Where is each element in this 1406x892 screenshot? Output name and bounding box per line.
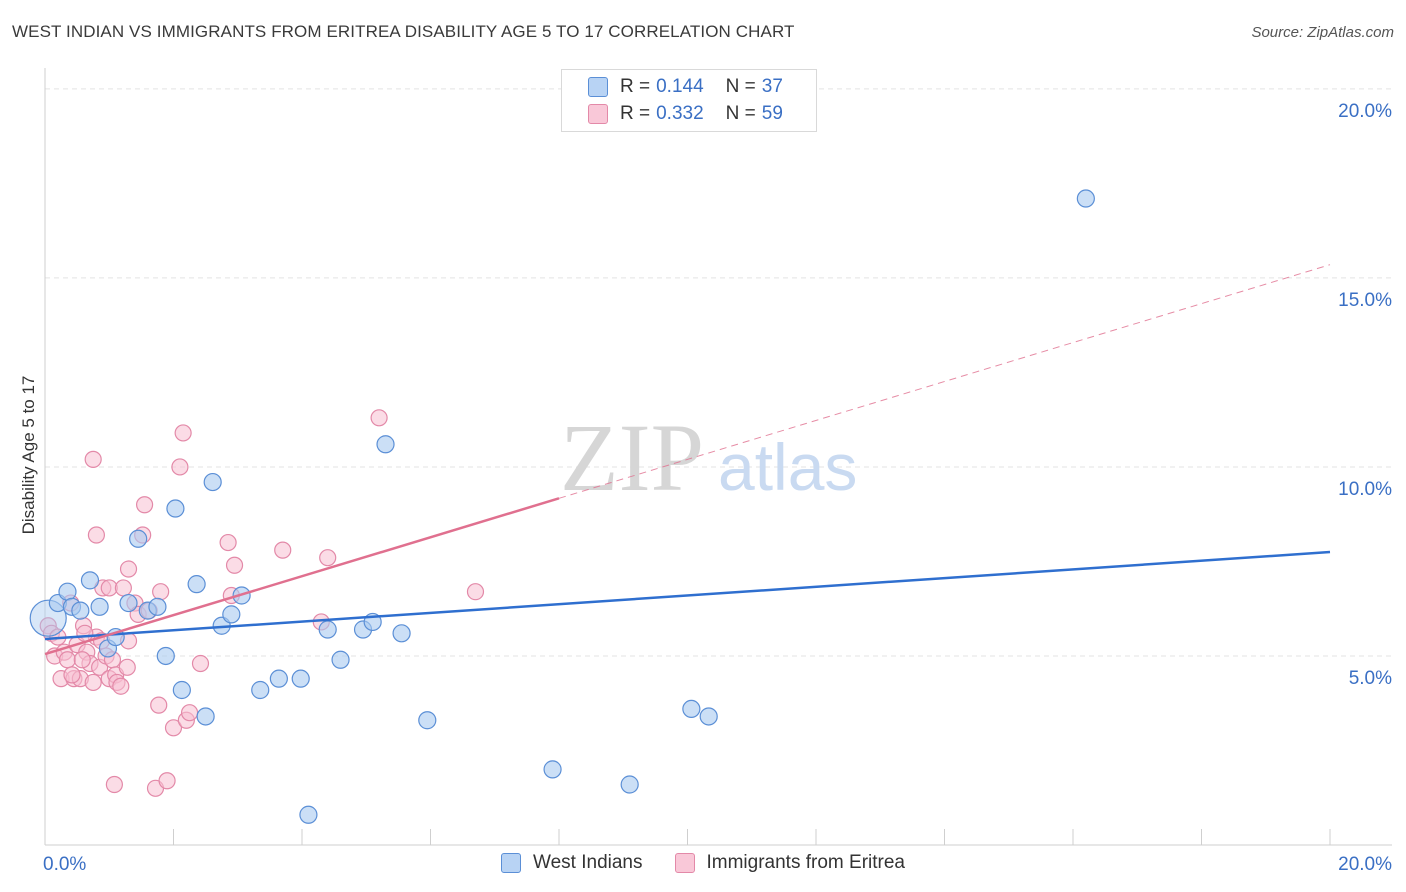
point-eritrea [274,541,292,559]
axes [44,68,1392,846]
watermark-atlas: atlas [718,430,857,504]
legend-swatch-west-indians [501,853,522,873]
point-west-indians [148,597,167,616]
point-west-indians [203,472,222,492]
point-west-indians [166,499,185,518]
point-west-indians [156,646,175,666]
point-eritrea [76,624,94,642]
trend-lines [44,264,1331,656]
y-tick-label: 10.0% [1338,479,1392,500]
point-west-indians [392,624,411,643]
y-tick-label: 5.0% [1349,668,1392,689]
point-west-indians [58,582,77,601]
point-west-indians [318,620,337,639]
point-west-indians [620,775,639,794]
point-west-indians [80,571,100,590]
x-tick-label: 0.0% [43,854,86,875]
n-label: N = [725,76,756,97]
watermark: ZIP atlas [560,404,857,511]
y-tick-label: 20.0% [1338,101,1392,122]
point-eritrea [84,673,102,692]
point-west-indians [331,650,350,669]
point-west-indians [196,707,215,726]
point-eritrea [63,666,81,684]
point-eritrea [112,677,130,695]
point-west-indians [291,669,310,688]
y-tick-label: 15.0% [1338,290,1392,311]
point-eritrea [58,651,77,669]
stats-row-eritrea: R = 0.332 N = 59 [588,101,783,127]
point-eritrea [466,583,485,601]
point-west-indians [222,605,241,624]
chart-title: WEST INDIAN VS IMMIGRANTS FROM ERITREA D… [12,22,795,41]
point-west-indians [71,601,90,620]
point-eritrea [370,409,388,427]
r-value-west-indians: 0.144 [656,76,704,97]
point-west-indians [187,575,206,594]
x-tick-label: 20.0% [1338,854,1392,875]
legend-swatch-eritrea [674,853,695,873]
point-west-indians [1076,189,1095,208]
point-eritrea [105,775,123,794]
r-label: R = [620,76,651,97]
point-west-indians [90,597,109,616]
point-west-indians [699,707,718,726]
point-west-indians [682,699,701,719]
point-eritrea [164,719,183,737]
point-eritrea [174,424,192,442]
n-value-eritrea: 59 [761,103,783,124]
point-west-indians [119,593,138,613]
point-eritrea [135,496,154,514]
point-eritrea [180,704,199,722]
point-eritrea [152,583,170,601]
y-axis-label: Disability Age 5 to 17 [19,376,38,535]
point-eritrea [87,526,106,544]
point-west-indians [543,760,562,779]
r-value-eritrea: 0.332 [656,103,704,124]
r-label: R = [620,103,651,124]
point-eritrea [319,549,337,567]
point-west-indians [251,680,270,700]
legend-item-eritrea[interactable]: Immigrants from Eritrea [674,852,905,874]
series-legend: West Indians Immigrants from Eritrea [0,852,1406,874]
point-west-indians [129,529,148,548]
grid-lines [45,88,1392,657]
point-west-indians [376,435,395,454]
n-label: N = [725,103,756,124]
point-eritrea [219,533,237,552]
watermark-zip: ZIP [560,404,704,511]
point-eritrea [150,696,168,714]
point-eritrea [225,556,244,574]
swatch-eritrea [588,104,608,124]
point-west-indians [418,711,437,730]
point-eritrea [171,458,189,476]
trend-line-eritrea [44,497,560,656]
point-west-indians [299,805,318,824]
n-value-west-indians: 37 [761,76,783,97]
source-label: Source: ZipAtlas.com [1251,24,1394,41]
legend-label-eritrea: Immigrants from Eritrea [706,852,905,873]
point-west-indians [172,680,191,700]
swatch-west-indians [588,77,608,97]
point-eritrea [119,560,138,578]
point-eritrea [158,772,176,790]
point-eritrea [84,450,102,468]
trend-line-west-indians [44,550,1331,641]
trend-line-eritrea-extrapolated [558,264,1331,499]
stats-legend: R = 0.144 N = 37 R = 0.332 N = 59 [561,69,817,132]
tick-labels: 5.0% 10.0% 15.0% 20.0% 0.0% 20.0% [43,101,1392,875]
point-eritrea [191,654,210,673]
legend-item-west-indians[interactable]: West Indians [501,852,643,874]
point-eritrea [73,651,91,669]
point-west-indians [269,669,288,688]
legend-label-west-indians: West Indians [533,852,643,873]
point-eritrea [118,658,136,676]
stats-row-west-indians: R = 0.144 N = 37 [588,74,783,100]
point-eritrea [114,579,132,597]
